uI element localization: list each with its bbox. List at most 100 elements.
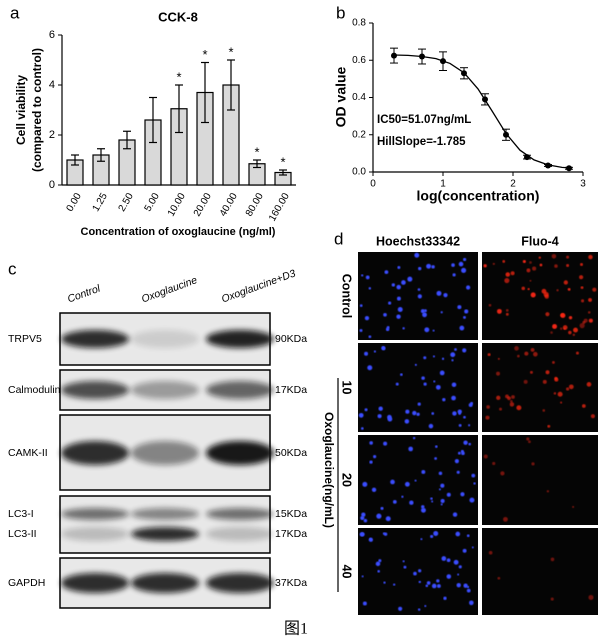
cell-dot <box>362 601 367 606</box>
micrograph <box>482 252 598 340</box>
row-label: 10 <box>340 381 354 395</box>
micrograph-bg <box>358 435 478 525</box>
cell-dot <box>401 280 406 285</box>
cell-dot <box>386 325 390 329</box>
error-bar <box>71 154 79 166</box>
cell-dot <box>420 538 423 541</box>
cell-dot <box>461 267 467 273</box>
cell-dot <box>378 559 382 563</box>
cell-dot <box>369 460 373 464</box>
cell-dot <box>573 327 578 333</box>
cell-dot <box>458 261 464 267</box>
cell-dot <box>580 286 584 290</box>
micrograph <box>482 343 598 432</box>
cell-dot <box>450 352 456 358</box>
cell-dot <box>586 382 592 387</box>
cell-dot <box>373 455 377 459</box>
error-bar <box>253 159 261 169</box>
cell-dot <box>431 583 437 589</box>
y-tick-label: 4 <box>49 79 55 91</box>
cell-dot <box>581 299 585 303</box>
blot-band <box>131 573 199 593</box>
cell-dot <box>511 395 515 399</box>
cell-dot <box>471 546 474 549</box>
cell-dot <box>440 483 445 488</box>
micrograph-bg <box>482 435 598 525</box>
blot-band <box>206 508 274 520</box>
blot-frame <box>59 495 271 554</box>
data-point <box>419 53 425 60</box>
cell-dot <box>438 488 441 491</box>
cell-dot <box>434 457 437 460</box>
data-point <box>545 162 551 169</box>
blot-band <box>131 527 199 541</box>
micrograph <box>358 252 478 340</box>
cell-dot <box>458 423 462 427</box>
cell-dot <box>401 495 404 498</box>
cell-dot <box>469 497 475 503</box>
cell-dot <box>369 538 372 541</box>
cell-dot <box>530 348 535 352</box>
size-label: 17KDa <box>275 528 307 540</box>
cell-dot <box>369 441 373 445</box>
cell-dot <box>441 357 445 361</box>
cell-dot <box>495 371 501 376</box>
chart-title: CCK-8 <box>158 9 198 24</box>
cell-dot <box>436 290 442 296</box>
cell-dot <box>505 272 511 277</box>
micrograph-bg <box>482 252 598 340</box>
cell-dot <box>528 440 531 444</box>
protein-label: LC3-II <box>8 528 37 540</box>
cell-dot <box>428 423 434 429</box>
x-tick-label: 2 <box>510 179 516 190</box>
cell-dot <box>422 312 427 318</box>
cell-dot <box>572 333 576 337</box>
error-bar <box>175 84 183 134</box>
cell-dot <box>414 363 417 366</box>
cell-dot <box>452 512 458 517</box>
y-axis-label: (compared to control) <box>30 48 44 172</box>
cell-dot <box>358 412 364 418</box>
cell-dot <box>412 410 417 416</box>
cell-dot <box>440 311 443 314</box>
cell-dot <box>462 548 467 553</box>
cell-dot <box>496 308 502 314</box>
cell-dot <box>538 256 541 259</box>
cell-dot <box>588 254 593 260</box>
cell-dot <box>499 407 503 411</box>
x-axis-label: log(concentration) <box>417 188 540 204</box>
cell-dot <box>408 446 414 452</box>
cell-dot <box>514 346 519 351</box>
cell-dot <box>368 335 372 339</box>
cell-dot <box>378 406 383 411</box>
cell-dot <box>360 427 364 430</box>
blot-band <box>61 330 129 348</box>
row-label: 40 <box>340 565 354 579</box>
y-tick-label: 0.8 <box>352 18 366 29</box>
cell-dot <box>483 454 488 459</box>
cell-dot <box>373 350 377 353</box>
cell-dot <box>469 600 474 606</box>
cell-dot <box>443 293 448 298</box>
cell-dot <box>383 312 387 317</box>
data-point <box>566 165 572 172</box>
error-bar <box>97 148 105 162</box>
cell-dot <box>592 287 597 292</box>
cell-dot <box>505 308 509 312</box>
micrograph <box>482 528 598 615</box>
cell-dot <box>551 254 557 259</box>
cell-dot <box>524 351 529 356</box>
cell-dot <box>435 445 438 448</box>
cell-dot <box>550 597 554 601</box>
cell-dot <box>523 379 528 384</box>
y-tick-label: 0.6 <box>352 55 366 66</box>
cell-dot <box>500 471 505 476</box>
cell-dot <box>424 309 427 313</box>
cell-dot <box>451 395 456 401</box>
x-tick-label: 160.00 <box>267 191 292 223</box>
y-tick-label: 0.2 <box>352 129 366 140</box>
cell-dot <box>397 266 401 269</box>
cell-dot <box>424 327 430 333</box>
cell-dot <box>568 330 572 335</box>
cell-dot <box>529 279 532 282</box>
